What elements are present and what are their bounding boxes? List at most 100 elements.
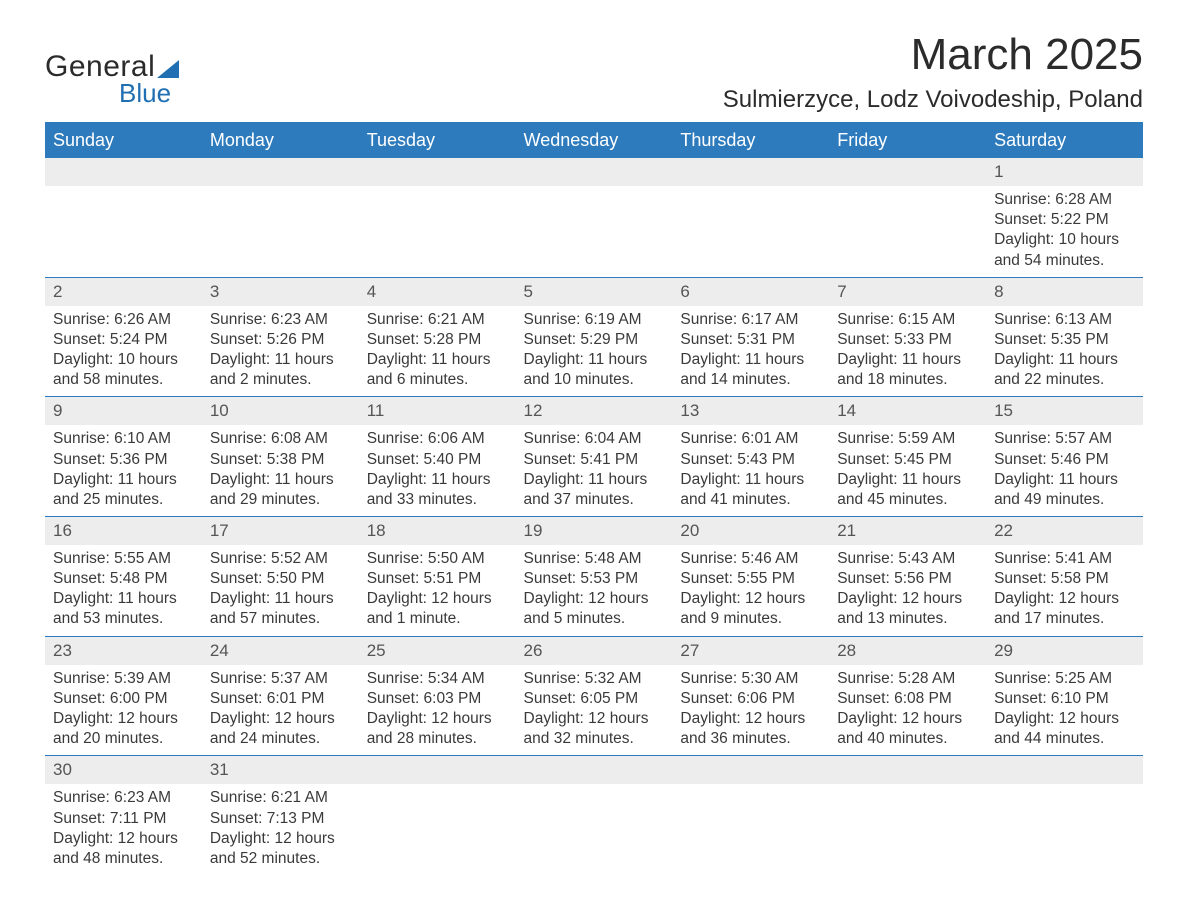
day-data-cell: Sunrise: 6:26 AMSunset: 5:24 PMDaylight:…	[45, 306, 202, 397]
day-number-cell: 1	[986, 158, 1143, 187]
day-data-row: Sunrise: 6:28 AMSunset: 5:22 PMDaylight:…	[45, 186, 1143, 277]
day-data-row: Sunrise: 5:39 AMSunset: 6:00 PMDaylight:…	[45, 665, 1143, 756]
sunset-text: Sunset: 5:38 PM	[210, 450, 351, 470]
daylight-text-1: Daylight: 12 hours	[524, 709, 665, 729]
sunset-text: Sunset: 5:45 PM	[837, 450, 978, 470]
sunrise-text: Sunrise: 5:48 AM	[524, 549, 665, 569]
day-number-row: 3031	[45, 756, 1143, 785]
sunrise-text: Sunrise: 6:04 AM	[524, 429, 665, 449]
sunset-text: Sunset: 6:03 PM	[367, 689, 508, 709]
day-number-cell: 3	[202, 277, 359, 306]
logo: General Blue	[45, 30, 179, 109]
sunrise-text: Sunrise: 6:23 AM	[210, 310, 351, 330]
day-data-cell: Sunrise: 5:25 AMSunset: 6:10 PMDaylight:…	[986, 665, 1143, 756]
day-number-cell: 21	[829, 516, 986, 545]
sunrise-text: Sunrise: 6:17 AM	[680, 310, 821, 330]
day-data-cell: Sunrise: 6:13 AMSunset: 5:35 PMDaylight:…	[986, 306, 1143, 397]
daylight-text-2: and 9 minutes.	[680, 609, 821, 629]
daylight-text-1: Daylight: 12 hours	[53, 829, 194, 849]
day-data-cell: Sunrise: 5:41 AMSunset: 5:58 PMDaylight:…	[986, 545, 1143, 636]
daylight-text-1: Daylight: 11 hours	[367, 350, 508, 370]
daylight-text-1: Daylight: 10 hours	[53, 350, 194, 370]
calendar-header-row: SundayMondayTuesdayWednesdayThursdayFrid…	[45, 123, 1143, 158]
sunset-text: Sunset: 6:00 PM	[53, 689, 194, 709]
day-number-row: 2345678	[45, 277, 1143, 306]
sunset-text: Sunset: 6:05 PM	[524, 689, 665, 709]
sunset-text: Sunset: 7:13 PM	[210, 809, 351, 829]
day-number-cell: 7	[829, 277, 986, 306]
day-data-cell: Sunrise: 6:17 AMSunset: 5:31 PMDaylight:…	[672, 306, 829, 397]
sunrise-text: Sunrise: 6:19 AM	[524, 310, 665, 330]
day-number-cell: 6	[672, 277, 829, 306]
day-data-cell	[202, 186, 359, 277]
day-number-cell: 19	[516, 516, 673, 545]
daylight-text-2: and 36 minutes.	[680, 729, 821, 749]
day-data-cell: Sunrise: 5:50 AMSunset: 5:51 PMDaylight:…	[359, 545, 516, 636]
daylight-text-2: and 52 minutes.	[210, 849, 351, 869]
day-number-cell	[829, 756, 986, 785]
day-number-cell: 23	[45, 636, 202, 665]
day-data-cell	[672, 186, 829, 277]
day-number-cell: 18	[359, 516, 516, 545]
daylight-text-1: Daylight: 11 hours	[367, 470, 508, 490]
day-data-cell: Sunrise: 6:08 AMSunset: 5:38 PMDaylight:…	[202, 425, 359, 516]
day-number-cell: 10	[202, 397, 359, 426]
sunrise-text: Sunrise: 5:46 AM	[680, 549, 821, 569]
daylight-text-2: and 37 minutes.	[524, 490, 665, 510]
day-number-cell	[672, 158, 829, 187]
daylight-text-2: and 40 minutes.	[837, 729, 978, 749]
daylight-text-1: Daylight: 11 hours	[210, 470, 351, 490]
sunset-text: Sunset: 5:29 PM	[524, 330, 665, 350]
daylight-text-1: Daylight: 11 hours	[53, 589, 194, 609]
sunset-text: Sunset: 5:35 PM	[994, 330, 1135, 350]
sunrise-text: Sunrise: 6:08 AM	[210, 429, 351, 449]
daylight-text-2: and 22 minutes.	[994, 370, 1135, 390]
day-number-cell: 26	[516, 636, 673, 665]
day-header: Monday	[202, 123, 359, 158]
sunrise-text: Sunrise: 6:21 AM	[367, 310, 508, 330]
sunset-text: Sunset: 5:51 PM	[367, 569, 508, 589]
day-number-cell: 17	[202, 516, 359, 545]
sunrise-text: Sunrise: 5:37 AM	[210, 669, 351, 689]
day-number-row: 9101112131415	[45, 397, 1143, 426]
daylight-text-1: Daylight: 11 hours	[837, 470, 978, 490]
day-header: Saturday	[986, 123, 1143, 158]
day-data-cell: Sunrise: 5:30 AMSunset: 6:06 PMDaylight:…	[672, 665, 829, 756]
daylight-text-2: and 10 minutes.	[524, 370, 665, 390]
day-number-cell	[359, 158, 516, 187]
sunrise-text: Sunrise: 6:01 AM	[680, 429, 821, 449]
sunrise-text: Sunrise: 5:25 AM	[994, 669, 1135, 689]
day-number-cell: 16	[45, 516, 202, 545]
day-data-row: Sunrise: 6:26 AMSunset: 5:24 PMDaylight:…	[45, 306, 1143, 397]
day-number-cell	[986, 756, 1143, 785]
sunset-text: Sunset: 5:53 PM	[524, 569, 665, 589]
day-data-cell: Sunrise: 6:06 AMSunset: 5:40 PMDaylight:…	[359, 425, 516, 516]
day-data-row: Sunrise: 6:23 AMSunset: 7:11 PMDaylight:…	[45, 784, 1143, 875]
location-title: Sulmierzyce, Lodz Voivodeship, Poland	[723, 86, 1143, 114]
daylight-text-2: and 49 minutes.	[994, 490, 1135, 510]
sunrise-text: Sunrise: 6:10 AM	[53, 429, 194, 449]
day-data-cell: Sunrise: 5:59 AMSunset: 5:45 PMDaylight:…	[829, 425, 986, 516]
daylight-text-2: and 6 minutes.	[367, 370, 508, 390]
daylight-text-2: and 33 minutes.	[367, 490, 508, 510]
sunrise-text: Sunrise: 6:26 AM	[53, 310, 194, 330]
daylight-text-1: Daylight: 12 hours	[837, 709, 978, 729]
day-data-cell: Sunrise: 6:19 AMSunset: 5:29 PMDaylight:…	[516, 306, 673, 397]
day-number-cell: 2	[45, 277, 202, 306]
sunrise-text: Sunrise: 5:52 AM	[210, 549, 351, 569]
day-number-cell	[829, 158, 986, 187]
daylight-text-2: and 20 minutes.	[53, 729, 194, 749]
sunrise-text: Sunrise: 6:23 AM	[53, 788, 194, 808]
day-number-cell: 4	[359, 277, 516, 306]
sunset-text: Sunset: 6:10 PM	[994, 689, 1135, 709]
day-number-cell: 28	[829, 636, 986, 665]
sunset-text: Sunset: 5:55 PM	[680, 569, 821, 589]
sunset-text: Sunset: 6:06 PM	[680, 689, 821, 709]
daylight-text-1: Daylight: 11 hours	[994, 470, 1135, 490]
day-data-cell: Sunrise: 5:55 AMSunset: 5:48 PMDaylight:…	[45, 545, 202, 636]
day-header: Tuesday	[359, 123, 516, 158]
day-data-cell	[359, 784, 516, 875]
day-data-cell: Sunrise: 5:52 AMSunset: 5:50 PMDaylight:…	[202, 545, 359, 636]
day-data-cell	[829, 186, 986, 277]
sunrise-text: Sunrise: 5:57 AM	[994, 429, 1135, 449]
